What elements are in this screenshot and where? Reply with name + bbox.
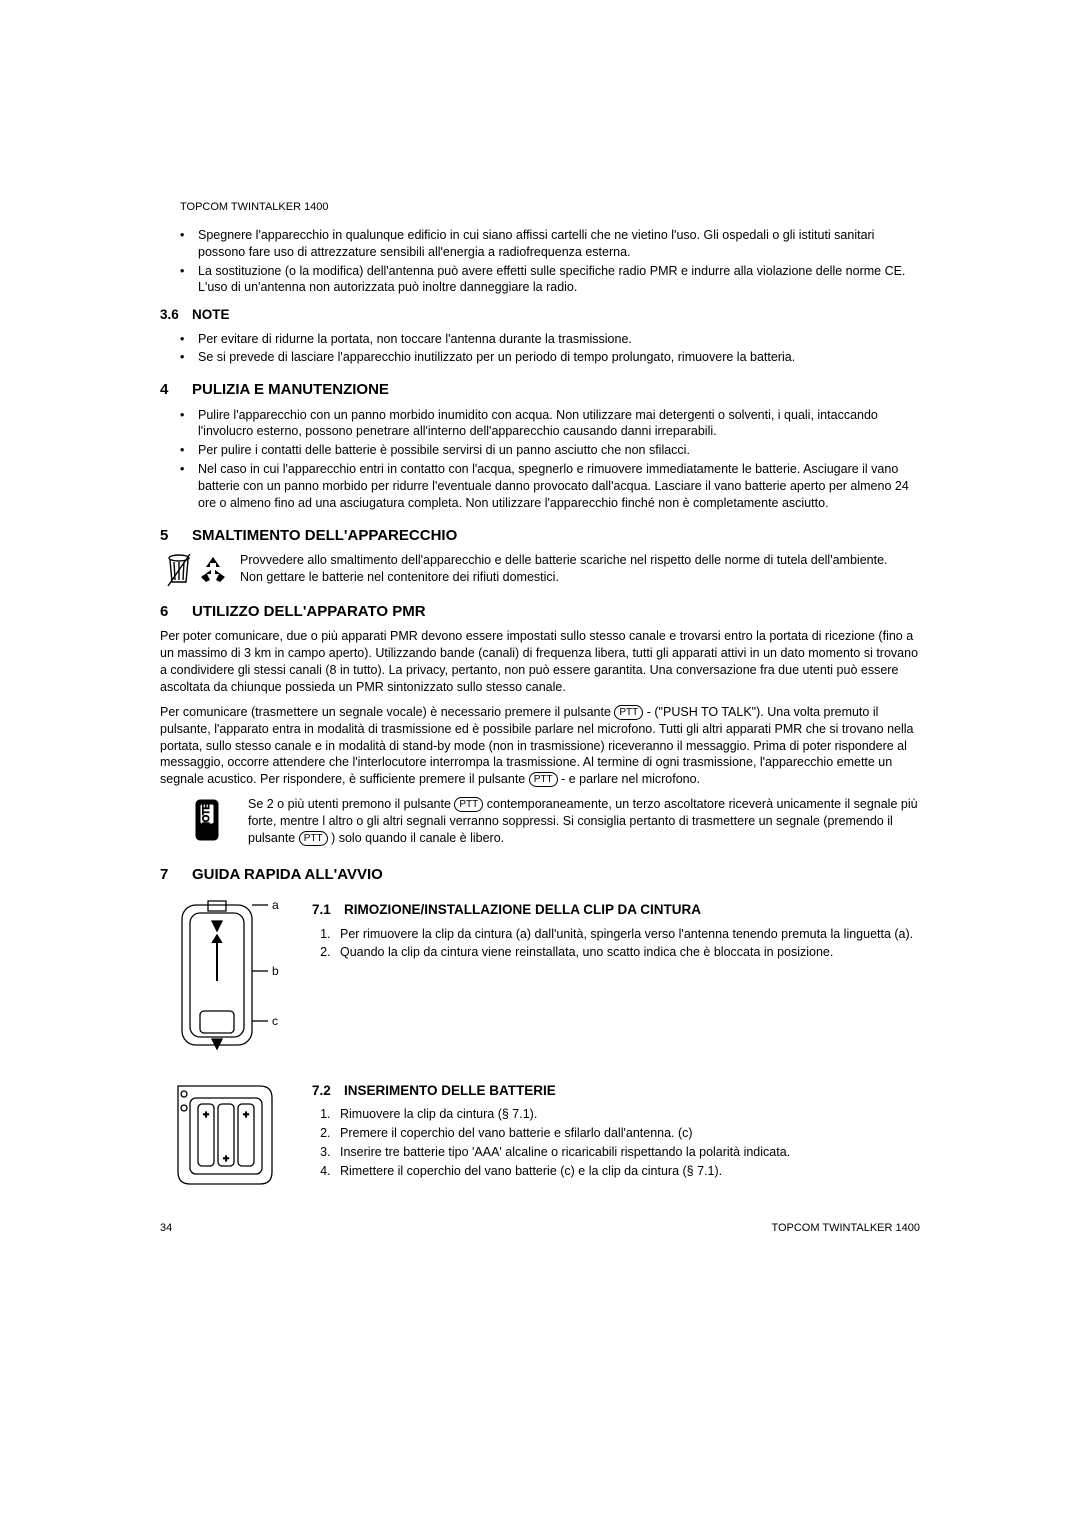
disposal-icons bbox=[160, 552, 232, 588]
section-6-title: 6UTILIZZO DELL'APPARATO PMR bbox=[160, 602, 920, 622]
section-3-6-list: Per evitare di ridurne la portata, non t… bbox=[160, 331, 920, 367]
section-number: 6 bbox=[160, 602, 192, 622]
disposal-text-1: Provvedere allo smaltimento dell'apparec… bbox=[240, 552, 920, 569]
page-header: TOPCOM TWINTALKER 1400 bbox=[180, 200, 920, 215]
list-item: Rimuovere la clip da cintura (§ 7.1). bbox=[334, 1106, 920, 1123]
section-number: 5 bbox=[160, 526, 192, 546]
list-item: Rimettere il coperchio del vano batterie… bbox=[334, 1163, 920, 1180]
disposal-row: Provvedere allo smaltimento dell'apparec… bbox=[160, 552, 920, 588]
belt-clip-diagram: a b c bbox=[160, 891, 290, 1066]
section-7-1-title: 7.1RIMOZIONE/INSTALLAZIONE DELLA CLIP DA… bbox=[312, 901, 920, 919]
section-5-title: 5SMALTIMENTO DELL'APPARECCHIO bbox=[160, 526, 920, 546]
section-heading: RIMOZIONE/INSTALLAZIONE DELLA CLIP DA CI… bbox=[344, 902, 701, 917]
list-item: Se si prevede di lasciare l'apparecchio … bbox=[180, 349, 920, 366]
guide-7-2-row: + + + 7.2INSERIMENTO DELLE BATTERIE Rimu… bbox=[160, 1072, 920, 1197]
disposal-text-2: Non gettare le batterie nel contenitore … bbox=[240, 569, 920, 586]
svg-text:+: + bbox=[203, 1110, 209, 1121]
section-6-p2: Per comunicare (trasmettere un segnale v… bbox=[160, 704, 920, 788]
section-heading: UTILIZZO DELL'APPARATO PMR bbox=[192, 603, 426, 620]
svg-text:+: + bbox=[243, 1110, 249, 1121]
list-item: Nel caso in cui l'apparecchio entri in c… bbox=[180, 461, 920, 512]
list-item: Premere il coperchio del vano batterie e… bbox=[334, 1125, 920, 1142]
disposal-text: Provvedere allo smaltimento dell'apparec… bbox=[240, 552, 920, 586]
section-7-2-list: Rimuovere la clip da cintura (§ 7.1). Pr… bbox=[312, 1106, 920, 1180]
list-item: Quando la clip da cintura viene reinstal… bbox=[334, 944, 920, 961]
battery-diagram: + + + bbox=[160, 1072, 290, 1197]
label-a: a bbox=[272, 898, 279, 912]
section-4-list: Pulire l'apparecchio con un panno morbid… bbox=[160, 407, 920, 512]
ptt-icon: PTT bbox=[614, 705, 643, 720]
section-3-6-title: 3.6NOTE bbox=[160, 306, 920, 324]
section-number: 7.1 bbox=[312, 901, 344, 919]
page-number: 34 bbox=[160, 1221, 172, 1236]
svg-text:NOTE: NOTE bbox=[201, 804, 211, 829]
ptt-icon: PTT bbox=[454, 797, 483, 812]
list-item: Inserire tre batterie tipo 'AAA' alcalin… bbox=[334, 1144, 920, 1161]
guide-7-1-row: a b c 7.1RIMOZIONE/INSTALLAZIONE DELLA C… bbox=[160, 891, 920, 1066]
section-number: 7 bbox=[160, 865, 192, 885]
list-item: Per pulire i contatti delle batterie è p… bbox=[180, 442, 920, 459]
manual-page: TOPCOM TWINTALKER 1400 Spegnere l'appare… bbox=[160, 200, 920, 1236]
guide-7-1-body: 7.1RIMOZIONE/INSTALLAZIONE DELLA CLIP DA… bbox=[312, 891, 920, 969]
ptt-icon: PTT bbox=[299, 831, 328, 846]
section-heading: SMALTIMENTO DELL'APPARECCHIO bbox=[192, 527, 457, 544]
footer-product: TOPCOM TWINTALKER 1400 bbox=[771, 1221, 920, 1236]
section-7-2-title: 7.2INSERIMENTO DELLE BATTERIE bbox=[312, 1082, 920, 1100]
trash-bin-icon bbox=[164, 552, 194, 588]
recycle-icon bbox=[198, 555, 228, 585]
note-part-c: ) solo quando il canale è libero. bbox=[328, 831, 505, 845]
section-heading: NOTE bbox=[192, 307, 230, 322]
section-number: 3.6 bbox=[160, 306, 192, 324]
section-number: 4 bbox=[160, 380, 192, 400]
section-heading: PULIZIA E MANUTENZIONE bbox=[192, 381, 389, 398]
guide-7-2-body: 7.2INSERIMENTO DELLE BATTERIE Rimuovere … bbox=[312, 1072, 920, 1188]
section-7-1-list: Per rimuovere la clip da cintura (a) dal… bbox=[312, 926, 920, 962]
section-heading: GUIDA RAPIDA ALL'AVVIO bbox=[192, 866, 383, 883]
svg-text:+: + bbox=[223, 1154, 229, 1165]
ptt-icon: PTT bbox=[529, 772, 558, 787]
note-icon: NOTE bbox=[190, 796, 230, 851]
label-c: c bbox=[272, 1014, 278, 1028]
note-row: NOTE Se 2 o più utenti premono il pulsan… bbox=[160, 796, 920, 851]
list-item: Per rimuovere la clip da cintura (a) dal… bbox=[334, 926, 920, 943]
page-footer: 34 TOPCOM TWINTALKER 1400 bbox=[160, 1221, 920, 1236]
list-item: La sostituzione (o la modifica) dell'ant… bbox=[180, 263, 920, 297]
top-bullet-list: Spegnere l'apparecchio in qualunque edif… bbox=[160, 227, 920, 297]
section-4-title: 4PULIZIA E MANUTENZIONE bbox=[160, 380, 920, 400]
p2-part-a: Per comunicare (trasmettere un segnale v… bbox=[160, 705, 614, 719]
note-text: Se 2 o più utenti premono il pulsante PT… bbox=[248, 796, 920, 847]
section-number: 7.2 bbox=[312, 1082, 344, 1100]
label-b: b bbox=[272, 964, 279, 978]
list-item: Per evitare di ridurne la portata, non t… bbox=[180, 331, 920, 348]
p2-part-c: - e parlare nel microfono. bbox=[558, 772, 700, 786]
note-part-a: Se 2 o più utenti premono il pulsante bbox=[248, 797, 454, 811]
list-item: Pulire l'apparecchio con un panno morbid… bbox=[180, 407, 920, 441]
section-heading: INSERIMENTO DELLE BATTERIE bbox=[344, 1083, 556, 1098]
list-item: Spegnere l'apparecchio in qualunque edif… bbox=[180, 227, 920, 261]
section-7-title: 7GUIDA RAPIDA ALL'AVVIO bbox=[160, 865, 920, 885]
section-6-p1: Per poter comunicare, due o più apparati… bbox=[160, 628, 920, 696]
